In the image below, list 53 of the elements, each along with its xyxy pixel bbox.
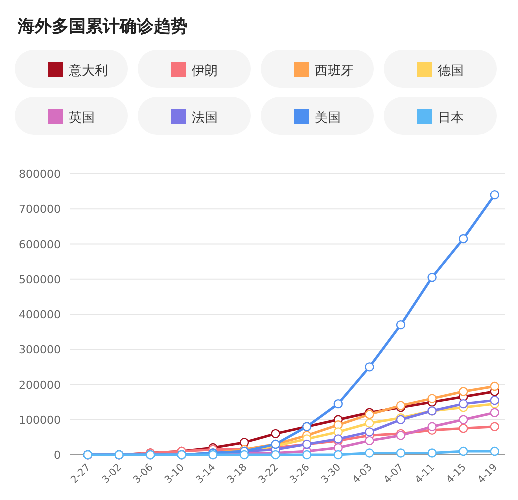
point	[365, 418, 374, 428]
point	[334, 399, 343, 409]
point	[459, 387, 468, 396]
point	[396, 448, 406, 458]
legend-item: 西班牙	[261, 50, 374, 88]
chart-title: 海外多国累计确诊趋势	[17, 17, 188, 37]
point	[459, 399, 468, 409]
point	[271, 429, 280, 439]
legend-label: 伊朗	[192, 63, 218, 79]
point	[490, 422, 500, 432]
legend-item: 美国	[261, 97, 374, 135]
point	[459, 415, 468, 424]
point	[302, 450, 312, 460]
point	[459, 234, 468, 244]
point	[490, 446, 500, 456]
legend-label: 意大利	[68, 64, 108, 79]
point	[428, 422, 437, 432]
legend-item: 英国	[15, 97, 128, 135]
point	[490, 190, 500, 200]
legend-item: 德国	[384, 50, 497, 88]
y-tick-label: 600000	[19, 238, 61, 252]
legend-label: 英国	[69, 111, 95, 126]
point	[365, 362, 374, 372]
legend-label: 德国	[438, 64, 464, 79]
point	[396, 320, 406, 330]
legend-item: 日本	[384, 97, 497, 135]
y-tick-label: 0	[54, 449, 61, 462]
point	[428, 448, 437, 458]
point	[490, 408, 500, 418]
legend-label: 西班牙	[315, 64, 354, 79]
y-tick-label: 700000	[19, 203, 61, 216]
point	[334, 450, 343, 460]
legend-label: 法国	[192, 111, 218, 126]
y-tick-label: 100000	[19, 414, 61, 427]
point	[365, 448, 374, 458]
point	[459, 446, 468, 456]
legend-item: 法国	[138, 97, 251, 135]
legend-item: 意大利	[15, 50, 128, 88]
y-tick-label: 400000	[19, 308, 61, 322]
y-tick-label: 200000	[19, 378, 61, 392]
legend-label: 日本	[438, 111, 464, 126]
y-tick-label: 500000	[19, 273, 61, 286]
point	[365, 428, 374, 437]
legend-item: 伊朗	[138, 50, 251, 88]
point	[490, 396, 500, 406]
y-tick-label: 800000	[19, 168, 61, 181]
legend-label: 美国	[315, 110, 341, 126]
point	[428, 273, 437, 282]
point	[428, 394, 437, 404]
point	[490, 382, 500, 392]
y-tick-label: 300000	[19, 344, 61, 357]
point	[459, 424, 468, 434]
point	[365, 436, 374, 446]
